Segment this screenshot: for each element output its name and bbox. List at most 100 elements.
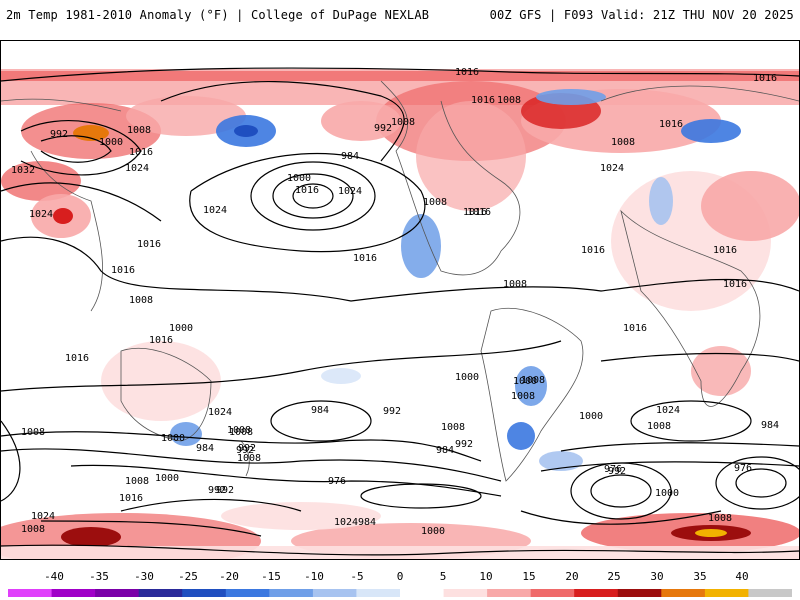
isobar-label: 1008 — [127, 125, 151, 136]
colorbar-swatch — [269, 589, 314, 597]
colorbar-swatch — [51, 589, 96, 597]
colorbar-tick: 10 — [479, 570, 493, 583]
isobar-label: 992 — [50, 129, 68, 140]
isobar-label: 976 — [734, 463, 752, 474]
isobar-label: 1000 — [161, 433, 185, 444]
colorbar-tick: 5 — [439, 570, 447, 583]
isobar-label: 1016 — [723, 279, 747, 290]
isobar-label: 1016 — [659, 119, 683, 130]
isobar-label: 1024 — [208, 407, 232, 418]
colorbar-swatch — [400, 589, 445, 597]
isobar-label: 992 — [208, 485, 226, 496]
isobar-label: 1016 — [463, 207, 487, 218]
anomaly-fill-layer — [1, 69, 799, 559]
isobar-label: 1008 — [21, 427, 45, 438]
isobar-label: 1000 — [513, 376, 537, 387]
isobar-label: 984 — [358, 517, 376, 528]
isobar-label: 1008 — [441, 422, 465, 433]
colorbar-swatch — [225, 589, 270, 597]
isobar-label: 1016 — [623, 323, 647, 334]
colorbar-tick: 40 — [735, 570, 749, 583]
isobar-label: 1024 — [29, 209, 53, 220]
isobar-label: 1016 — [467, 207, 491, 218]
isobar-label: 1000 — [655, 488, 679, 499]
colorbar-swatch — [182, 589, 227, 597]
colorbar-tick: -35 — [89, 570, 109, 583]
isobar-label: 1016 — [455, 67, 479, 78]
isobar-label: 1024 — [334, 517, 358, 528]
colorbar-tick: -5 — [350, 570, 364, 583]
colorbar-tick: 0 — [396, 570, 404, 583]
isobar-label: 1016 — [581, 245, 605, 256]
isobar-label: 1016 — [129, 147, 153, 158]
colorbar-swatch — [748, 589, 792, 597]
colorbar-tick: 30 — [650, 570, 664, 583]
map-title: 2m Temp 1981-2010 Anomaly (°F) | College… — [6, 8, 430, 22]
isobar-label: 1008 — [497, 95, 521, 106]
colorbar-swatch — [617, 589, 662, 597]
isobar-label: 1032 — [11, 165, 35, 176]
colorbar-tick-labels: -40 -35 -30 -25 -20 -15 -10 -5 0 5 10 15… — [0, 570, 800, 586]
colorbar-tick: 20 — [565, 570, 579, 583]
isobar-label: 1016 — [65, 353, 89, 364]
colorbar-swatch — [704, 589, 749, 597]
isobar-label: 1024 — [125, 163, 149, 174]
isobar-label: 1008 — [391, 117, 415, 128]
isobar-label: 1024 — [203, 205, 227, 216]
isobar-label: 984 — [341, 151, 359, 162]
isobar-label: 1024 — [600, 163, 624, 174]
isobar-label: 1000 — [579, 411, 603, 422]
isobar-label: 992 — [455, 439, 473, 450]
coastline-layer — [1, 80, 799, 482]
isobar-label: 1008 — [227, 425, 251, 436]
colorbar-tick: -10 — [304, 570, 324, 583]
colorbar-tick: 35 — [693, 570, 707, 583]
isobar-label: 1008 — [237, 453, 261, 464]
colorbar-swatch — [487, 589, 532, 597]
isobar-label: 1000 — [287, 173, 311, 184]
isobar-label: 976 — [328, 476, 346, 487]
isobar-label: 1008 — [521, 375, 545, 386]
isobar-label: 1016 — [149, 335, 173, 346]
isobar-label: 1016 — [713, 245, 737, 256]
isobar-label: 1000 — [455, 372, 479, 383]
isobar-label: 1024 — [656, 405, 680, 416]
isobar-label: 984 — [311, 405, 329, 416]
isobar-layer — [1, 67, 799, 556]
isobar-label: 1016 — [471, 95, 495, 106]
isobar-label: 1016 — [753, 73, 777, 84]
isobar-label: 976 — [604, 464, 622, 475]
isobar-label: 1016 — [111, 265, 135, 276]
isobar-label: 1016 — [137, 239, 161, 250]
isobar-label: 1008 — [423, 197, 447, 208]
isobar-label: 1000 — [99, 137, 123, 148]
anomaly-map: 1016101610161008984102410089921000101610… — [1, 67, 799, 559]
isobar-label: 992 — [216, 485, 234, 496]
colorbar-swatch — [356, 589, 401, 597]
colorbar-swatch — [8, 589, 53, 597]
colorbar-tick: -25 — [178, 570, 198, 583]
isobar-label: 1000 — [169, 323, 193, 334]
isobar-label: 984 — [196, 443, 214, 454]
colorbar-swatch — [443, 589, 488, 597]
header: 2m Temp 1981-2010 Anomaly (°F) | College… — [0, 0, 800, 30]
colorbar-swatch — [530, 589, 575, 597]
colorbar-swatch — [312, 589, 357, 597]
colorbar-tick: 25 — [607, 570, 621, 583]
isobar-label: 1016 — [119, 493, 143, 504]
isobar-label: 1008 — [511, 391, 535, 402]
colorbar-tick: -30 — [134, 570, 154, 583]
isobar-label: 1016 — [353, 253, 377, 264]
colorbar — [8, 589, 792, 597]
colorbar-swatch — [95, 589, 140, 597]
isobar-label: 1008 — [21, 524, 45, 535]
map-panel: 1016 1016 1016 1008 984 1024 1008 992 1000 1016 10… — [0, 40, 800, 560]
isobar-label: 1000 — [421, 526, 445, 537]
isobar-label: 1008 — [503, 279, 527, 290]
colorbar-tick: -20 — [219, 570, 239, 583]
isobar-labels: 1016101610161008984102410089921000101610… — [11, 67, 779, 537]
isobar-label: 1008 — [125, 476, 149, 487]
isobar-label: 1008 — [611, 137, 635, 148]
isobar-label: 1024 — [338, 186, 362, 197]
isobar-label: 992 — [236, 445, 254, 456]
